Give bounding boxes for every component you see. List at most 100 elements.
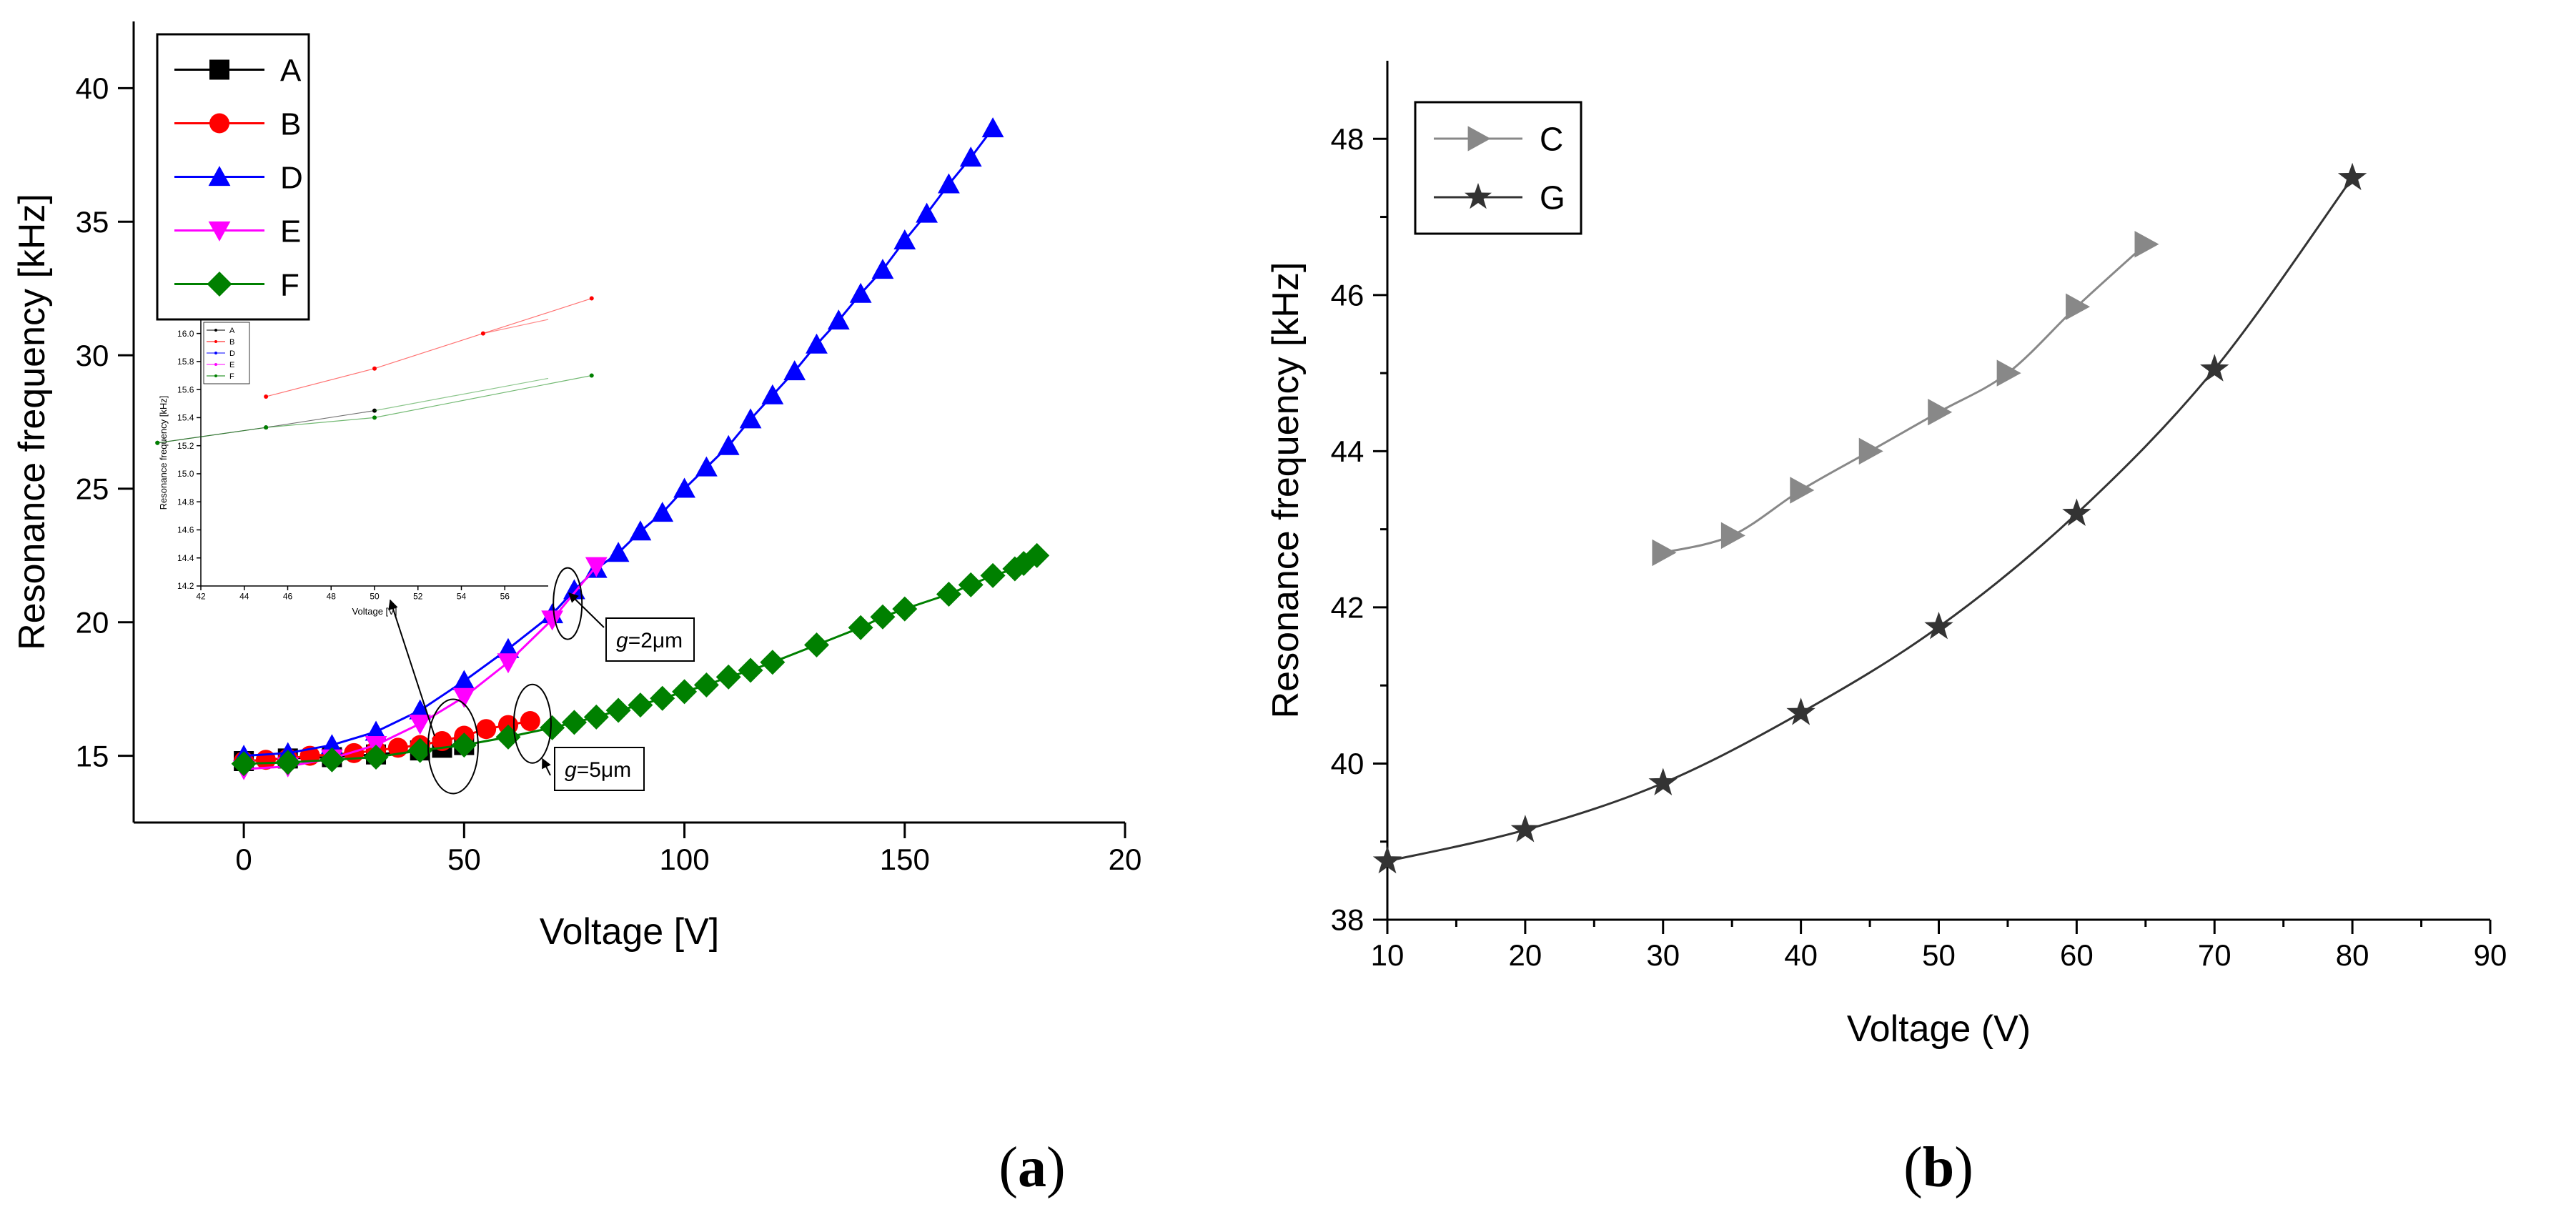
data-point-F bbox=[561, 710, 587, 735]
x-axis-title: Voltage (V) bbox=[1847, 1008, 2031, 1050]
data-point-B bbox=[372, 366, 377, 371]
data-point-B bbox=[476, 719, 497, 740]
callout-ellipse-inset bbox=[427, 698, 479, 795]
data-point-F bbox=[738, 657, 763, 683]
data-point-D bbox=[783, 360, 806, 381]
y-tick-label: 44 bbox=[1331, 434, 1364, 468]
data-point-B bbox=[264, 394, 269, 399]
data-point-D bbox=[607, 542, 630, 562]
legend-marker-B bbox=[209, 113, 229, 134]
series-line-G bbox=[1387, 177, 2354, 863]
x-tick-label: 100 bbox=[660, 843, 710, 876]
x-tick-label: 30 bbox=[1646, 938, 1680, 972]
data-point-D bbox=[938, 173, 960, 194]
callout-arrow-inset bbox=[388, 599, 435, 737]
data-point-G bbox=[2337, 162, 2367, 191]
x-tick-label: 42 bbox=[196, 592, 206, 602]
legend-label-B: B bbox=[280, 106, 301, 141]
data-point-G bbox=[1648, 767, 1678, 795]
callout-label-g2: g=2μm bbox=[616, 629, 683, 652]
legend-marker-E bbox=[208, 221, 231, 242]
data-point-B bbox=[589, 296, 594, 301]
x-tick-label: 40 bbox=[1784, 938, 1818, 972]
data-point-F bbox=[892, 596, 918, 622]
data-point-F bbox=[1024, 542, 1050, 568]
data-point-D bbox=[893, 229, 916, 250]
x-tick-label: 44 bbox=[239, 592, 249, 602]
callout-ellipse-g2 bbox=[553, 567, 583, 640]
y-tick-label: 15.4 bbox=[177, 413, 194, 423]
series-line-F bbox=[244, 555, 1038, 765]
data-point-C bbox=[1652, 539, 1677, 567]
data-point-B bbox=[480, 331, 485, 336]
data-point-F bbox=[650, 685, 675, 711]
legend-marker-A bbox=[209, 59, 229, 80]
y-tick-label: 14.4 bbox=[177, 553, 194, 563]
data-point-F bbox=[372, 415, 377, 420]
data-point-F bbox=[363, 744, 389, 770]
data-point-B bbox=[520, 711, 540, 732]
y-tick-label: 15.8 bbox=[177, 357, 194, 367]
legend-marker-D bbox=[214, 352, 217, 354]
legend-marker-B bbox=[214, 340, 217, 343]
legend-marker-A bbox=[214, 329, 217, 332]
legend-label-C: C bbox=[1540, 121, 1563, 158]
x-tick-label: 50 bbox=[1922, 938, 1956, 972]
data-point-G bbox=[1372, 845, 1402, 874]
y-tick-label: 16.0 bbox=[177, 329, 194, 339]
x-tick-label: 20 bbox=[1509, 938, 1542, 972]
data-point-G bbox=[1924, 612, 1953, 640]
legend-label-G: G bbox=[1540, 179, 1565, 217]
callout-box-g5 bbox=[554, 747, 645, 791]
data-point-F bbox=[803, 632, 829, 658]
y-tick-label: 25 bbox=[76, 472, 109, 506]
data-point-D bbox=[916, 202, 938, 223]
data-point-F bbox=[605, 697, 631, 723]
y-tick-label: 15.2 bbox=[177, 441, 194, 451]
data-point-E bbox=[452, 687, 475, 708]
data-point-F bbox=[319, 747, 345, 773]
callout-label-g2-text: =2μm bbox=[628, 629, 683, 652]
data-point-C bbox=[1720, 522, 1745, 550]
data-point-F bbox=[155, 440, 160, 445]
y-axis-title: Resonance frequency [kHz] bbox=[1265, 262, 1307, 719]
inset-trend-F bbox=[374, 377, 549, 412]
x-tick-label: 60 bbox=[2060, 938, 2094, 972]
series-line-B bbox=[265, 298, 592, 397]
y-tick-label: 40 bbox=[76, 71, 109, 105]
legend-marker-F bbox=[214, 374, 217, 377]
data-point-D bbox=[981, 117, 1004, 138]
data-point-D bbox=[806, 333, 828, 354]
data-point-D bbox=[651, 502, 674, 522]
data-point-G bbox=[2062, 498, 2091, 526]
data-point-F bbox=[693, 672, 719, 698]
data-point-F bbox=[583, 704, 609, 730]
data-point-C bbox=[1928, 399, 1953, 426]
data-point-C bbox=[1996, 359, 2021, 387]
callout-arrow-g2 bbox=[568, 592, 605, 628]
callout-label-g5-text: =5μm bbox=[577, 758, 631, 782]
legend-label-D: D bbox=[280, 160, 303, 195]
caption-b: (b) bbox=[1903, 1136, 1973, 1199]
callout-box-g2 bbox=[605, 617, 695, 662]
data-point-F bbox=[870, 604, 896, 630]
data-point-D bbox=[409, 699, 432, 720]
data-point-F bbox=[231, 751, 257, 777]
y-tick-label: 15.0 bbox=[177, 469, 194, 479]
data-point-F bbox=[672, 679, 698, 705]
y-tick-label: 14.8 bbox=[177, 497, 194, 507]
x-axis-title: Voltage [V] bbox=[352, 606, 397, 617]
y-tick-label: 14.6 bbox=[177, 525, 194, 535]
legend-label-E: E bbox=[280, 214, 301, 249]
x-tick-label: 20 bbox=[1109, 843, 1142, 876]
data-point-F bbox=[451, 732, 477, 758]
x-tick-label: 48 bbox=[327, 592, 337, 602]
x-tick-label: 0 bbox=[235, 843, 252, 876]
series-line-F bbox=[157, 374, 592, 444]
data-point-D bbox=[497, 637, 520, 658]
x-tick-label: 80 bbox=[2336, 938, 2369, 972]
data-point-D bbox=[695, 456, 718, 477]
y-tick-label: 38 bbox=[1331, 903, 1364, 937]
data-point-F bbox=[589, 373, 594, 378]
